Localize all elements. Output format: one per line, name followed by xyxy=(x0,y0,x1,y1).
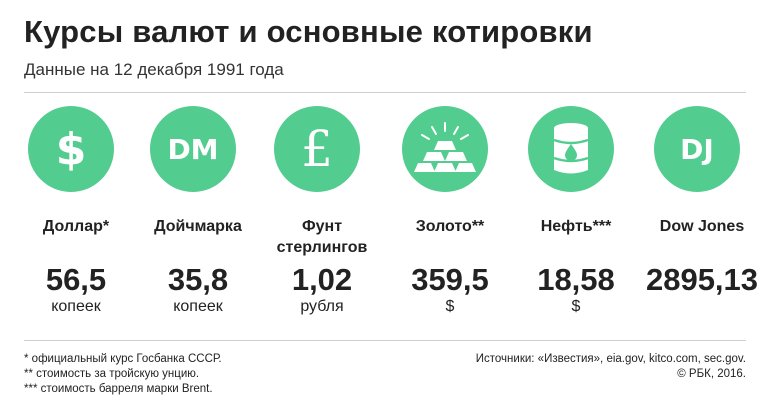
dollar-icon: $ xyxy=(28,106,114,192)
quote-value: 359,5 xyxy=(411,262,489,297)
quote-unit: $ xyxy=(571,298,581,315)
quote-value: 1,02 xyxy=(291,262,353,297)
bottom-divider xyxy=(24,340,746,341)
quote-name: Dow Jones xyxy=(659,218,745,235)
quote-value: 2895,13 xyxy=(645,262,759,297)
gold-bars-icon xyxy=(402,106,488,192)
quote-name: Золото** xyxy=(415,218,485,235)
oil-barrel-icon xyxy=(528,106,614,192)
quote-value: 56,5 xyxy=(45,262,107,297)
footnotes: * официальный курс Госбанка СССР. ** сто… xyxy=(24,352,222,397)
quote-name: Доллар* xyxy=(42,218,110,235)
quote-name: Нефть*** xyxy=(540,218,612,235)
copyright-text: © РБК, 2016. xyxy=(677,368,746,380)
quote-unit: копеек xyxy=(173,298,223,315)
dj-icon: DJ xyxy=(654,106,740,192)
dm-icon: DM xyxy=(150,106,236,192)
footnote: * официальный курс Госбанка СССР. xyxy=(24,353,222,365)
footnote: ** стоимость за тройскую унцию. xyxy=(24,368,200,380)
quote-unit: $ xyxy=(445,298,455,315)
quote-unit: рубля xyxy=(300,298,344,315)
quote-name: Фунт стерлингов xyxy=(276,218,368,256)
page-subtitle: Данные на 12 декабря 1991 года xyxy=(24,60,284,79)
quote-name: Дойчмарка xyxy=(154,218,242,235)
sources-text: Источники: «Известия», eia.gov, kitco.co… xyxy=(475,353,746,365)
footnote: *** стоимость барреля марки Brent. xyxy=(24,383,213,395)
sources: Источники: «Известия», eia.gov, kitco.co… xyxy=(476,352,746,382)
top-divider xyxy=(24,92,746,93)
quote-unit: копеек xyxy=(51,298,101,315)
page-title: Курсы валют и основные котировки xyxy=(24,14,593,49)
quote-value: 35,8 xyxy=(167,262,229,297)
pound-icon: £ xyxy=(274,106,360,192)
quote-value: 18,58 xyxy=(537,262,615,297)
